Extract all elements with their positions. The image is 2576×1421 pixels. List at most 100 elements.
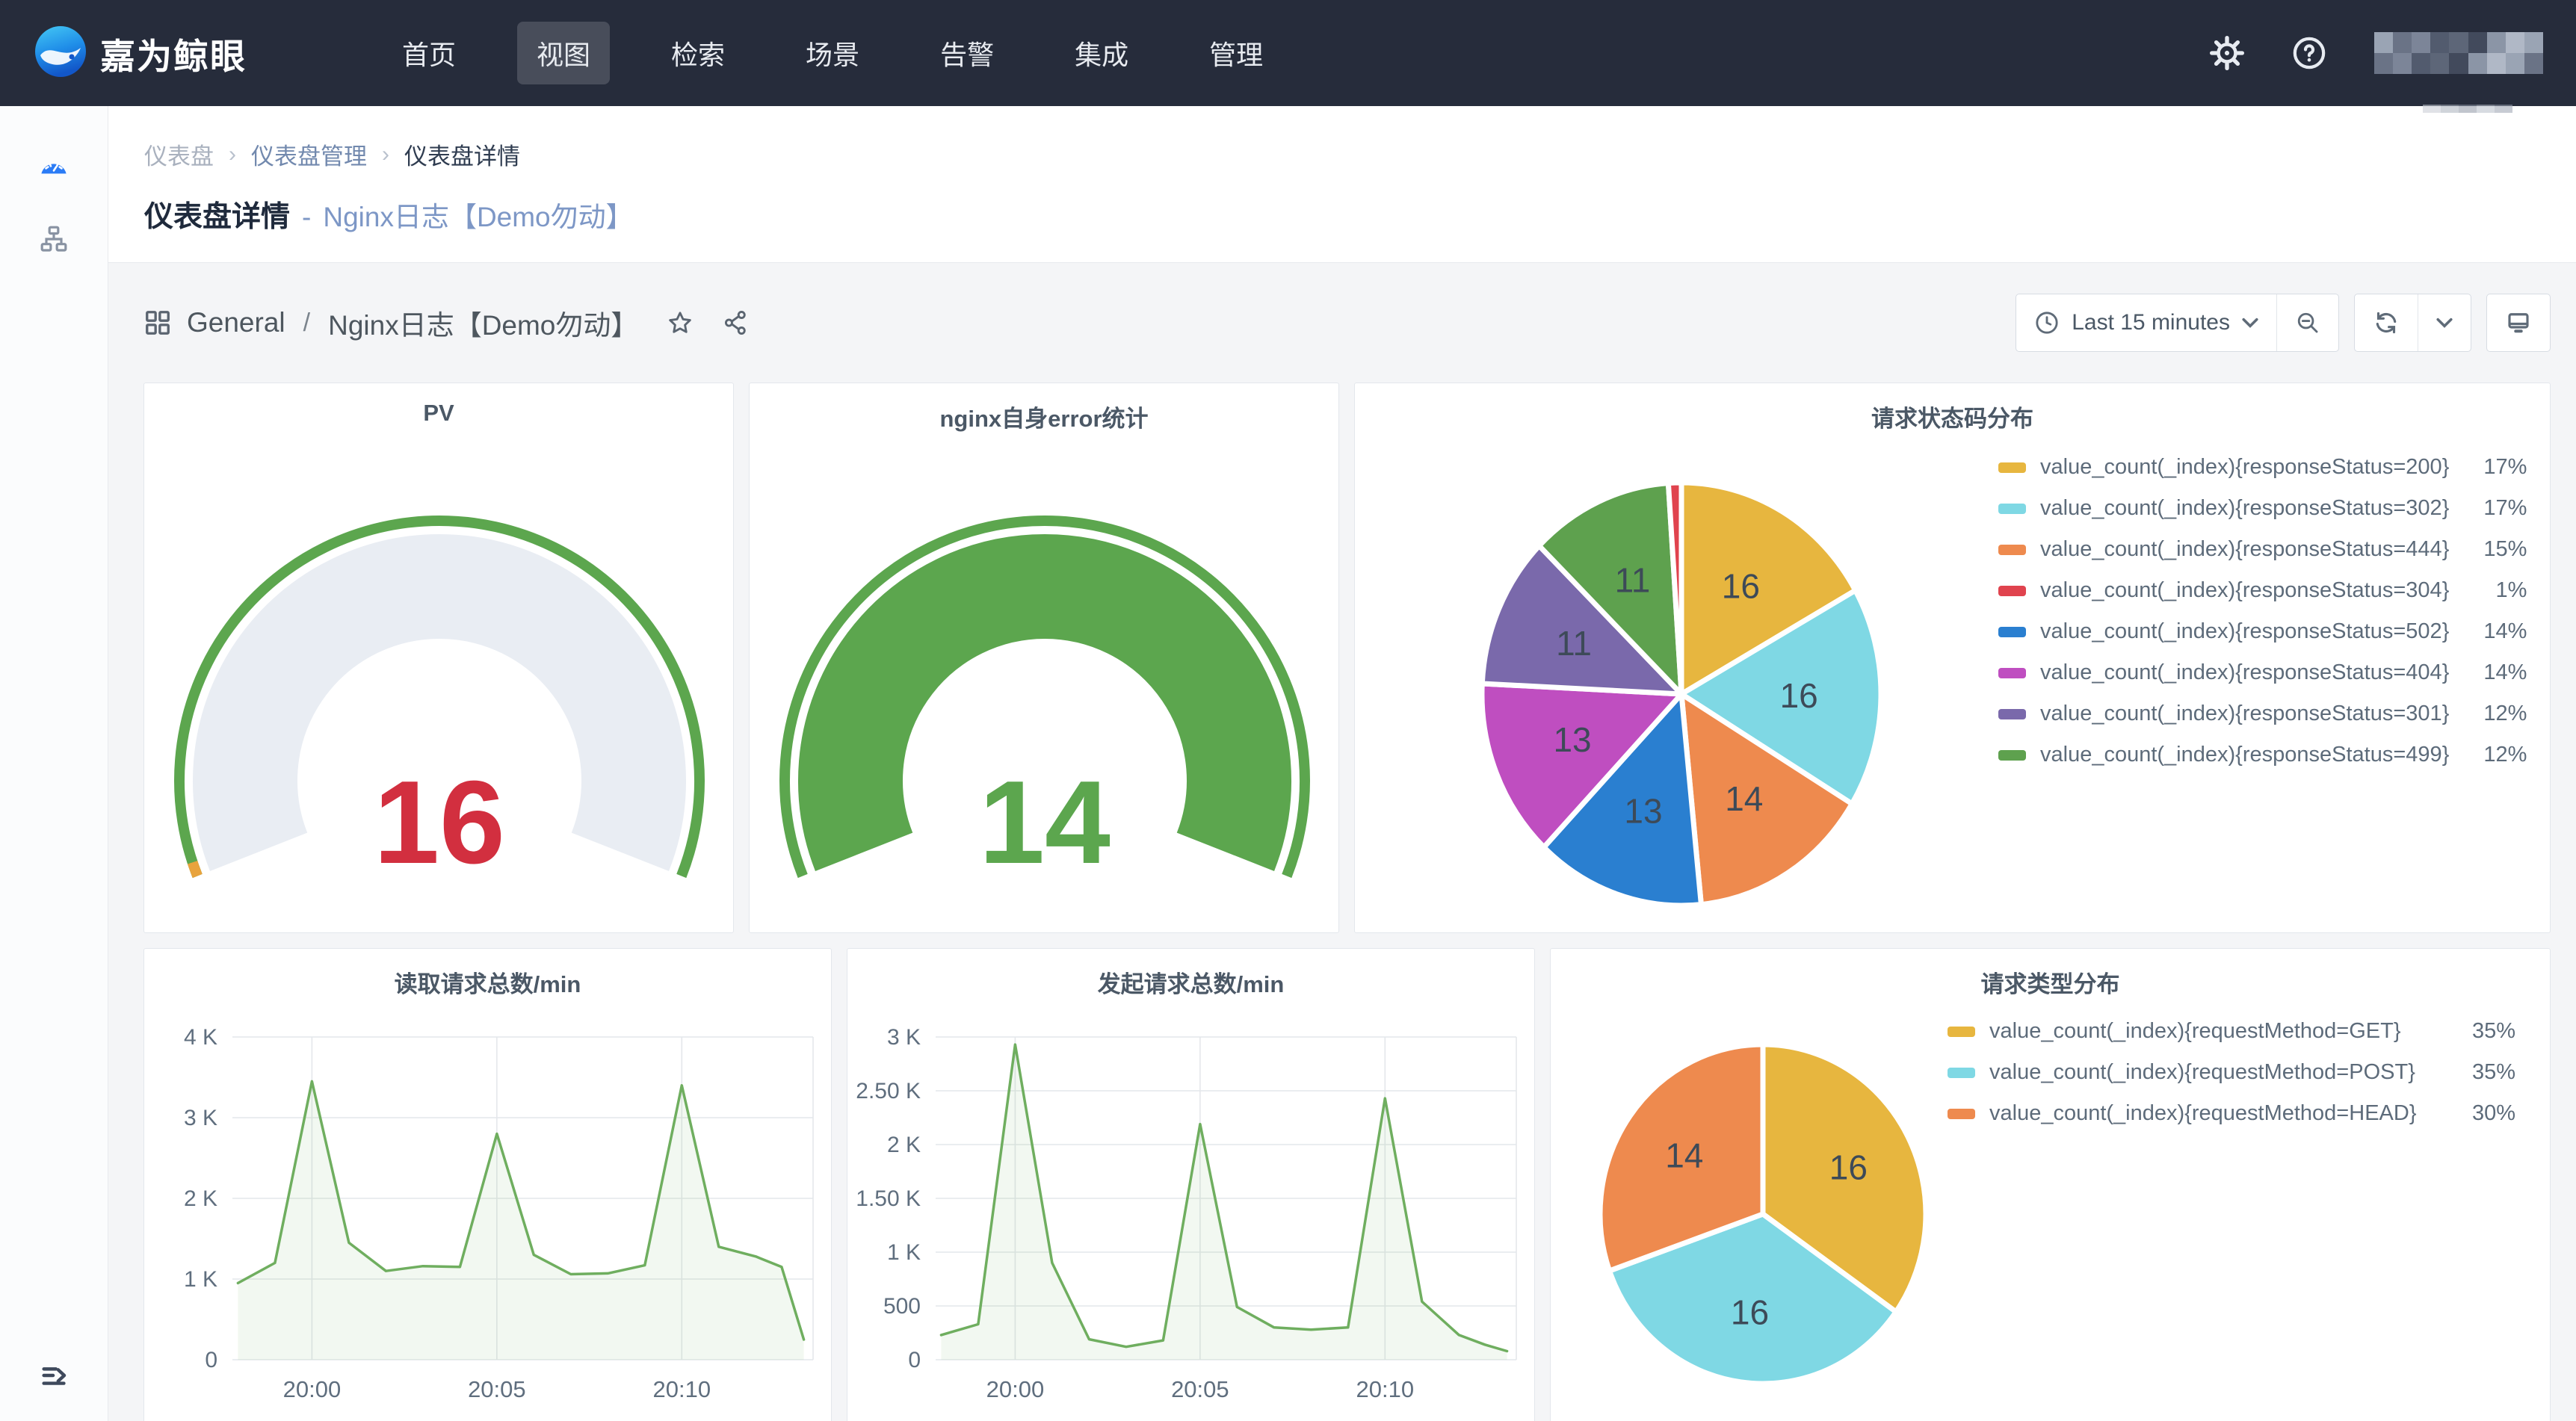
user-masked[interactable] <box>2374 32 2543 74</box>
nav-item-home[interactable]: 首页 <box>402 40 457 70</box>
nav-item-scenes[interactable]: 场景 <box>806 40 860 70</box>
refresh-button[interactable] <box>2355 294 2418 351</box>
legend-item[interactable]: value_count(_index){responseStatus=404} 1… <box>1998 660 2527 685</box>
chevron-down-icon <box>2436 317 2453 329</box>
dashboard-folder[interactable]: General <box>187 307 285 338</box>
legend-item[interactable]: value_count(_index){responseStatus=200} 1… <box>1998 455 2527 480</box>
legend-item[interactable]: value_count(_index){requestMethod=HEAD} 3… <box>1948 1101 2515 1126</box>
svg-text:14: 14 <box>979 757 1111 888</box>
svg-text:20:10: 20:10 <box>653 1376 711 1402</box>
user-masked-sub <box>2423 105 2512 113</box>
breadcrumb: 仪表盘 › 仪表盘管理 › 仪表盘详情 <box>144 137 2576 171</box>
legend-swatch <box>1998 503 2026 514</box>
settings-gear-icon[interactable] <box>2210 36 2244 70</box>
legend-label: value_count(_index){requestMethod=POST} <box>1989 1060 2415 1084</box>
request-method-legend: value_count(_index){requestMethod=GET} 35… <box>1948 1019 2515 1126</box>
panel-title[interactable]: 读取请求总数/min <box>394 971 581 997</box>
legend-label: value_count(_index){requestMethod=HEAD} <box>1989 1101 2417 1125</box>
panel-title[interactable]: nginx自身error统计 <box>939 406 1149 432</box>
panel-title[interactable]: 请求类型分布 <box>1980 971 2120 997</box>
nav-item-integrations[interactable]: 集成 <box>1075 40 1129 70</box>
svg-text:20:05: 20:05 <box>1171 1376 1229 1402</box>
dashboard-grid-icon[interactable] <box>143 309 172 337</box>
brand-name: 嘉为鲸眼 <box>100 36 247 76</box>
share-icon[interactable] <box>722 309 749 336</box>
panel-title[interactable]: 请求状态码分布 <box>1871 406 2033 432</box>
legend-item[interactable]: value_count(_index){responseStatus=499} 1… <box>1998 743 2527 767</box>
brand-logo-icon <box>33 24 88 83</box>
panel-sent-requests-line[interactable]: 发起请求总数/min 0 500 1 K 1.50 K 2 K 2.50 K 3 K 20:0… <box>847 948 1535 1421</box>
top-navbar: 嘉为鲸眼 首页 视图 检索 场景 告警 集成 管理 <box>0 0 2576 106</box>
legend-item[interactable]: value_count(_index){requestMethod=GET} 35… <box>1948 1019 2515 1044</box>
legend-item[interactable]: value_count(_index){responseStatus=502} 1… <box>1998 619 2527 644</box>
svg-text:14: 14 <box>1725 779 1763 818</box>
legend-swatch <box>1998 626 2026 637</box>
legend-item[interactable]: value_count(_index){requestMethod=POST} 3… <box>1948 1060 2515 1085</box>
sidebar-topology-icon[interactable] <box>39 224 69 254</box>
legend-item[interactable]: value_count(_index){responseStatus=301} 1… <box>1998 702 2527 726</box>
pv-gauge-chart: 16 <box>144 383 733 932</box>
request-method-pie-chart: 16 16 14 <box>1551 949 2550 1421</box>
svg-text:16: 16 <box>1780 676 1818 715</box>
breadcrumb-separator-icon: › <box>229 141 236 167</box>
panel-title[interactable]: PV <box>423 400 454 426</box>
main-menu: 首页 视图 检索 场景 告警 集成 管理 <box>383 22 1282 84</box>
legend-swatch <box>1998 708 2026 719</box>
svg-text:2 K: 2 K <box>887 1133 921 1157</box>
svg-text:4 K: 4 K <box>184 1025 217 1050</box>
svg-text:0: 0 <box>205 1348 217 1372</box>
page-title-row: 仪表盘详情 - Nginx日志【Demo勿动】 <box>144 194 2576 235</box>
nav-item-admin[interactable]: 管理 <box>1209 40 1264 70</box>
legend-label: value_count(_index){responseStatus=301} <box>2040 702 2450 725</box>
time-range-label: Last 15 minutes <box>2072 310 2230 335</box>
help-icon[interactable] <box>2292 36 2326 70</box>
panel-nginx-error-gauge[interactable]: nginx自身error统计 14 <box>749 383 1339 933</box>
page-title: 仪表盘详情 <box>144 201 291 233</box>
nav-item-alerts[interactable]: 告警 <box>940 40 995 70</box>
read-requests-line-chart: 0 1 K 2 K 3 K 4 K 20:00 20:05 20:10 <box>144 949 831 1421</box>
panel-request-method-pie[interactable]: 请求类型分布 16 16 14 value_count(_index){reques… <box>1550 948 2551 1421</box>
left-sidebar <box>0 106 108 1421</box>
legend-label: value_count(_index){responseStatus=304} <box>2040 578 2450 602</box>
tv-mode-button[interactable] <box>2487 294 2550 351</box>
svg-text:20:00: 20:00 <box>283 1376 342 1402</box>
sent-requests-line-chart: 0 500 1 K 1.50 K 2 K 2.50 K 3 K 20:00 20:05 20:10 <box>847 949 1534 1421</box>
sidebar-dashboard-icon[interactable] <box>38 149 70 181</box>
nav-item-views[interactable]: 视图 <box>517 22 611 84</box>
legend-swatch <box>1948 1108 1975 1119</box>
zoom-out-button[interactable] <box>2276 294 2338 351</box>
legend-swatch <box>1948 1067 1975 1078</box>
panel-status-code-pie[interactable]: 请求状态码分布 16 16 14 13 13 11 11 value_count(_inde… <box>1354 383 2551 933</box>
breadcrumb-dashboards[interactable]: 仪表盘 <box>144 143 214 170</box>
brand[interactable]: 嘉为鲸眼 <box>33 24 247 83</box>
legend-item[interactable]: value_count(_index){responseStatus=302} 1… <box>1998 496 2527 521</box>
svg-text:20:00: 20:00 <box>986 1376 1045 1402</box>
dashboard-path-separator: / <box>303 308 311 337</box>
panel-title[interactable]: 发起请求总数/min <box>1097 971 1285 997</box>
breadcrumb-dashboard-manage[interactable]: 仪表盘管理 <box>251 143 367 170</box>
sidebar-collapse-icon[interactable] <box>0 1358 108 1393</box>
legend-swatch <box>1998 544 2026 555</box>
page-subtitle-dash: - <box>302 202 312 232</box>
svg-text:20:10: 20:10 <box>1356 1376 1415 1402</box>
legend-item[interactable]: value_count(_index){responseStatus=304} 1… <box>1998 578 2527 603</box>
time-range-picker[interactable]: Last 15 minutes <box>2016 294 2276 351</box>
svg-text:16: 16 <box>1722 566 1760 605</box>
star-icon[interactable] <box>667 309 694 336</box>
status-code-pie-chart: 16 16 14 13 13 11 11 <box>1355 383 2550 932</box>
panel-row-1: PV 16 nginx自身error统计 14 请求状态码分布 16 16 14 13… <box>143 383 2551 933</box>
panel-read-requests-line[interactable]: 读取请求总数/min 0 1 K 2 K 3 K 4 K 20:00 20:05 20:10 <box>143 948 832 1421</box>
clock-icon <box>2034 310 2060 335</box>
zoom-out-icon <box>2295 310 2320 335</box>
svg-text:3 K: 3 K <box>887 1025 921 1050</box>
nav-item-search[interactable]: 检索 <box>671 40 726 70</box>
dashboard-name[interactable]: Nginx日志【Demo勿动】 <box>328 310 639 341</box>
legend-label: value_count(_index){responseStatus=499} <box>2040 743 2450 767</box>
panel-rows: PV 16 nginx自身error统计 14 请求状态码分布 16 16 14 13… <box>143 383 2551 1421</box>
legend-percent: 12% <box>2483 702 2527 725</box>
legend-item[interactable]: value_count(_index){responseStatus=444} 1… <box>1998 537 2527 562</box>
refresh-interval-dropdown[interactable] <box>2418 294 2471 351</box>
panel-pv-gauge[interactable]: PV 16 <box>143 383 734 933</box>
legend-swatch <box>1998 462 2026 473</box>
dashboard-content: General / Nginx日志【Demo勿动】 <box>108 263 2576 1421</box>
